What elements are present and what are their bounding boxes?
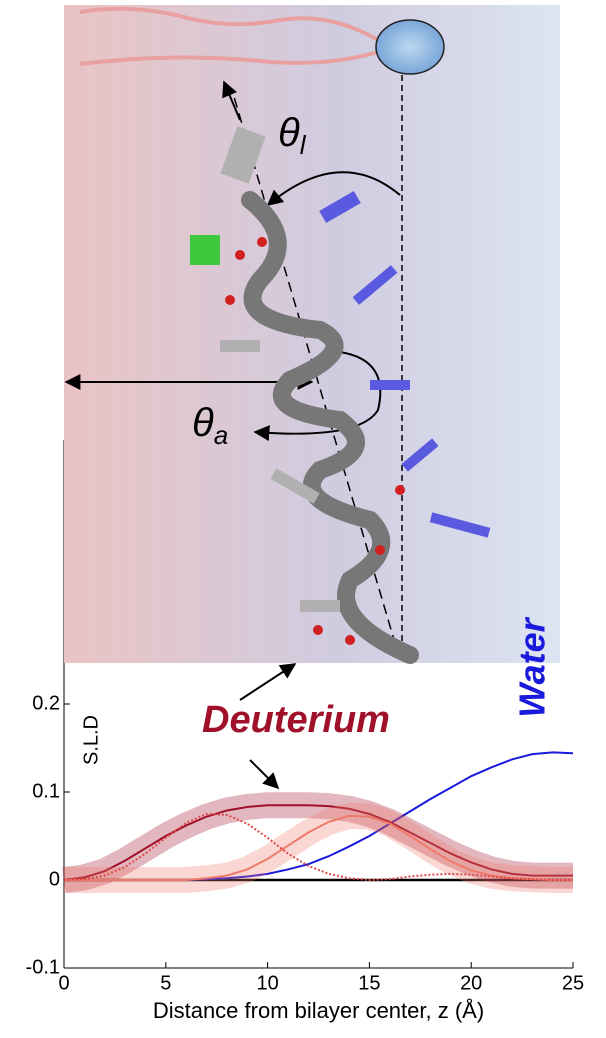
side-chains [220,126,340,612]
axes: 0 5 10 15 20 25-0.100.10.2 [26,440,584,994]
x-tick-label: 15 [358,972,380,994]
arrow [239,663,297,701]
y-axis-label: S.L.D [80,715,102,765]
series-line [63,812,573,882]
side-chains [319,190,491,538]
labels: Distance from bilayer center, z (Å) S.L.D… [80,111,552,1023]
x-tick-label: 10 [256,972,278,994]
y-tick-label: 0.2 [32,692,60,714]
legend-label: Water [512,616,553,717]
y-tick-label: 0.1 [32,780,60,802]
x-tick-label: 20 [460,972,482,994]
angle-label: θl [278,111,307,160]
angle-label: θa [192,401,228,450]
arrow [222,80,241,121]
x-tick-label: 25 [562,972,584,994]
series-line [63,804,573,881]
series-line [64,814,573,881]
side-chain [190,235,220,265]
lipid-tail [79,50,379,66]
y-tick-label: -0.1 [26,956,60,978]
angle-subscript: a [214,420,228,450]
legend-label: Deuterium [202,699,390,741]
illustration [64,5,560,790]
angle-subscript: l [300,130,307,160]
arrow [249,759,280,790]
y-tick-label: 0 [49,868,60,890]
angle-symbol: θ [278,111,300,155]
helix [241,191,419,664]
lipid-head [375,19,445,75]
angle-arc [253,351,382,442]
angle-arc [266,171,401,207]
curves [62,751,574,893]
x-axis-label: Distance from bilayer center, z (Å) [153,998,484,1023]
lipid-tail [79,6,380,42]
x-tick-label: 0 [58,972,69,994]
oxygen-atoms [225,237,405,645]
x-tick-label: 5 [160,972,171,994]
angle-symbol: θ [192,401,214,445]
